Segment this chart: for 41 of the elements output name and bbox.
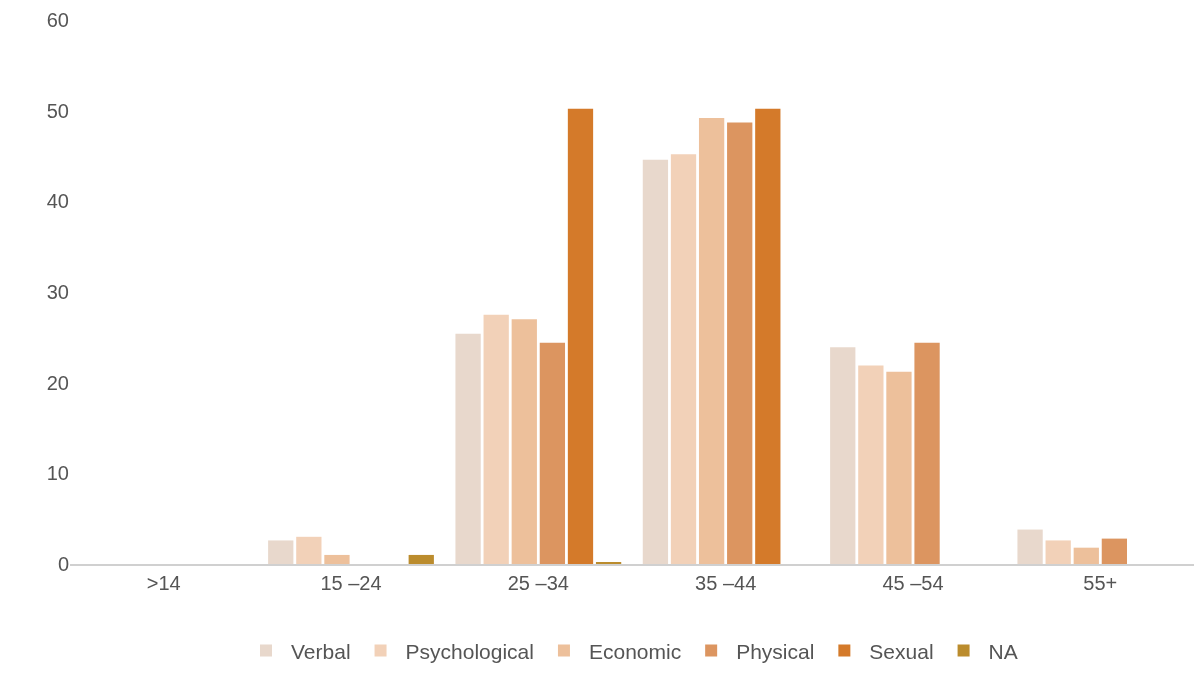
y-tick-label: 40: [46, 190, 69, 213]
x-tick-label: 45 –54: [882, 572, 944, 594]
bar: [1073, 547, 1099, 564]
bar: [886, 371, 912, 564]
bar: [1101, 538, 1128, 564]
bar: [755, 108, 781, 564]
x-tick-label: 35 –44: [695, 572, 757, 594]
y-tick-label: 10: [46, 462, 69, 485]
x-tick-label: 55+: [1083, 572, 1118, 594]
y-tick-label: 60: [46, 9, 69, 31]
bar: [1045, 540, 1071, 564]
legend-label: NA: [988, 639, 1018, 663]
legend-label: Verbal: [291, 639, 351, 663]
bar: [642, 159, 669, 564]
bar: [567, 108, 594, 564]
legend-label: Sexual: [869, 639, 934, 663]
bar: [324, 554, 350, 564]
y-tick-label: 50: [46, 99, 69, 122]
bar: [296, 536, 322, 564]
bar: [914, 342, 940, 564]
x-tick-label: 15 –24: [320, 572, 382, 594]
bar: [455, 333, 481, 564]
y-tick-label: 20: [46, 371, 69, 394]
legend-label: Psychological: [405, 639, 534, 663]
bar: [830, 347, 856, 564]
bar: [1017, 529, 1043, 564]
bar: [698, 117, 725, 564]
y-tick-label: 0: [57, 553, 69, 575]
bar: [727, 122, 753, 564]
bar: [670, 154, 697, 564]
bar: [268, 540, 294, 564]
bar: [858, 365, 884, 564]
legend-label: Physical: [736, 639, 815, 663]
bar: [539, 342, 566, 564]
bar: [511, 319, 537, 564]
y-tick-label: 30: [46, 281, 69, 303]
x-tick-label: 25 –34: [507, 572, 569, 594]
legend-label: Economic: [588, 639, 682, 663]
bar: [408, 554, 434, 564]
x-tick-label: >14: [146, 572, 181, 594]
bar: [483, 314, 509, 564]
